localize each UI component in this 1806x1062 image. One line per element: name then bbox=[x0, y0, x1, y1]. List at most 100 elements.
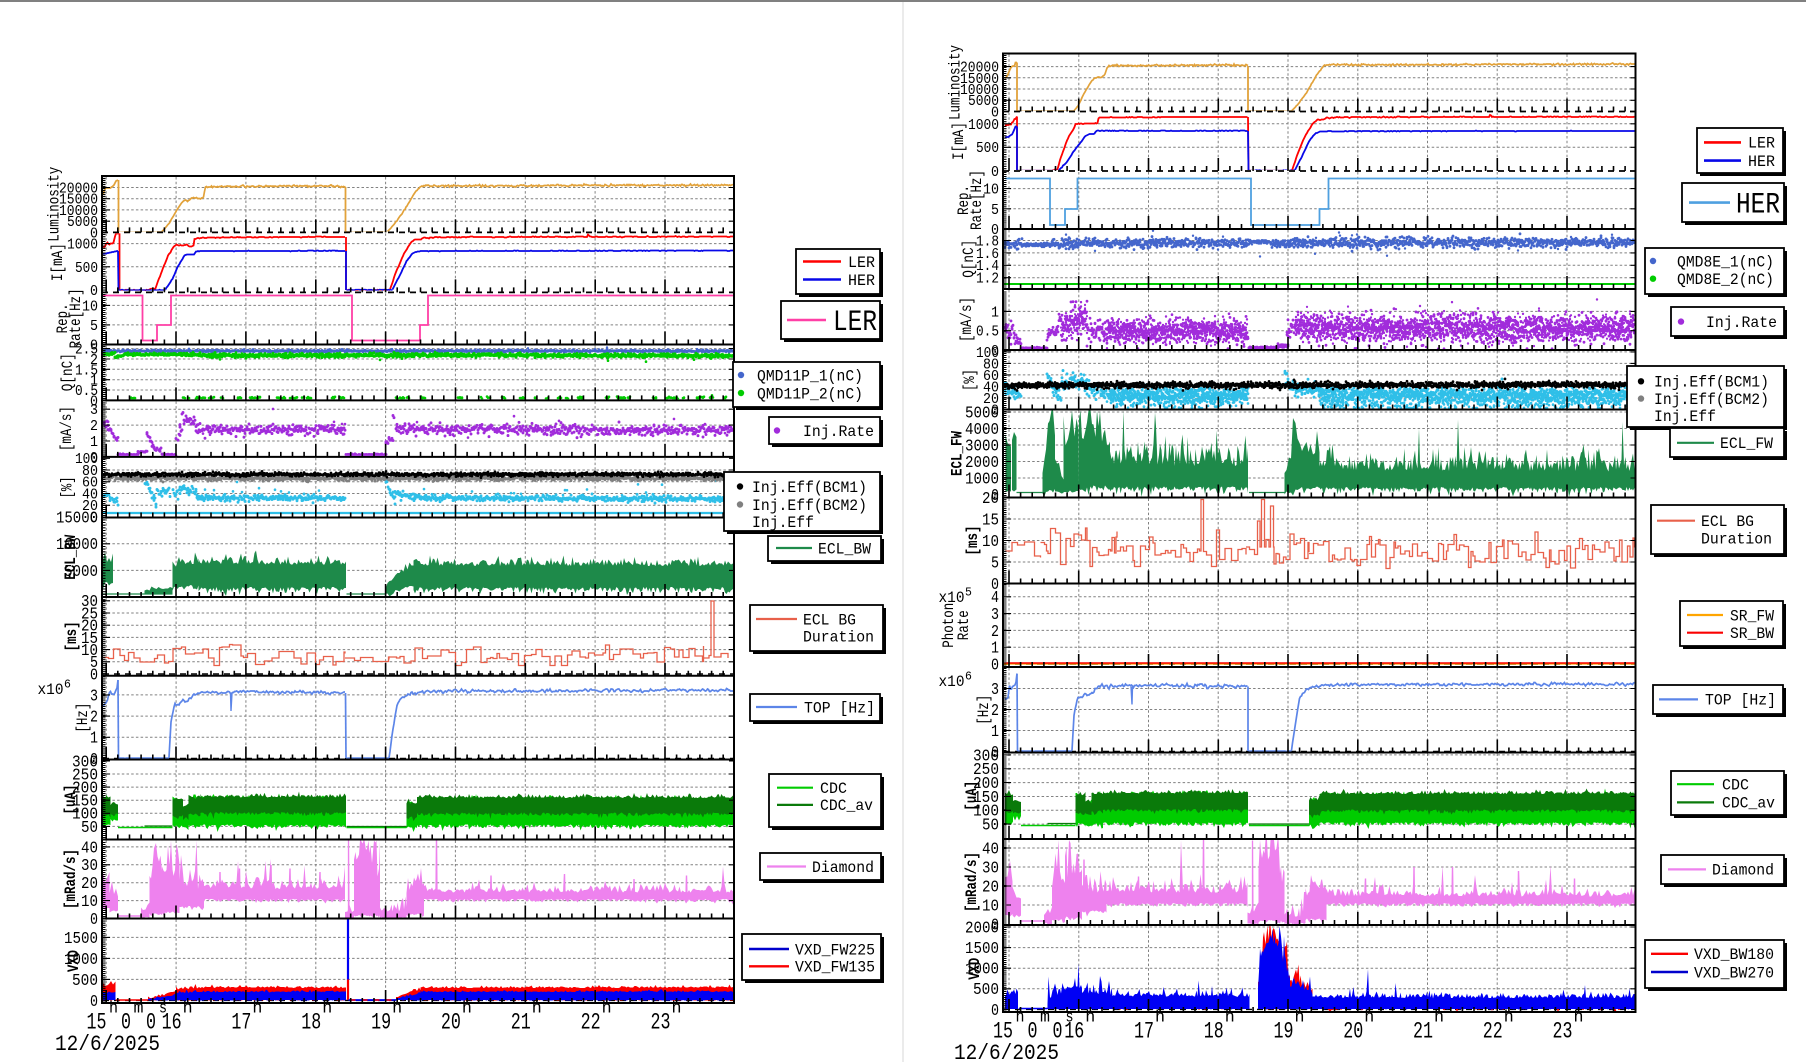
svg-text:m: m bbox=[1040, 1009, 1050, 1028]
svg-text:10000: 10000 bbox=[960, 82, 999, 99]
svg-text:[Hz]: [Hz] bbox=[975, 695, 993, 725]
svg-text:30: 30 bbox=[982, 858, 999, 877]
svg-text:h: h bbox=[1085, 1009, 1095, 1028]
svg-text:QMD8E_1(nC): QMD8E_1(nC) bbox=[1677, 253, 1774, 271]
svg-text:16: 16 bbox=[1064, 1019, 1084, 1045]
svg-text:0: 0 bbox=[991, 915, 999, 934]
svg-text:3: 3 bbox=[90, 402, 98, 419]
svg-text:500: 500 bbox=[75, 260, 98, 277]
svg-text:6: 6 bbox=[64, 679, 71, 692]
svg-text:0: 0 bbox=[991, 655, 999, 674]
svg-text:3: 3 bbox=[991, 605, 999, 624]
svg-text:CDC: CDC bbox=[820, 780, 847, 798]
svg-text:5: 5 bbox=[991, 553, 999, 572]
svg-text:Inj.Eff(BCM2): Inj.Eff(BCM2) bbox=[752, 497, 867, 515]
svg-text:20000: 20000 bbox=[59, 180, 98, 197]
svg-text:x10: x10 bbox=[939, 673, 965, 691]
svg-text:250: 250 bbox=[72, 765, 98, 784]
svg-text:Rep.: Rep. bbox=[54, 303, 72, 333]
svg-text:0: 0 bbox=[90, 510, 98, 527]
svg-text:500: 500 bbox=[973, 980, 999, 999]
svg-text:Rep.: Rep. bbox=[955, 185, 973, 215]
svg-text:2000: 2000 bbox=[965, 918, 999, 937]
svg-text:5: 5 bbox=[965, 587, 972, 600]
svg-text:LER: LER bbox=[833, 306, 877, 340]
svg-text:[mRad/s]: [mRad/s] bbox=[963, 852, 981, 912]
svg-text:1.5: 1.5 bbox=[75, 362, 98, 379]
svg-text:4000: 4000 bbox=[965, 420, 999, 439]
svg-text:TOP [Hz]: TOP [Hz] bbox=[1705, 692, 1776, 710]
svg-text:100: 100 bbox=[75, 451, 98, 468]
svg-text:1: 1 bbox=[90, 434, 98, 451]
svg-text:h: h bbox=[183, 1000, 193, 1019]
svg-text:15: 15 bbox=[81, 629, 98, 648]
svg-text:0: 0 bbox=[991, 222, 999, 239]
svg-text:h: h bbox=[672, 1000, 682, 1019]
svg-text:250: 250 bbox=[973, 760, 999, 779]
svg-text:h: h bbox=[1504, 1009, 1514, 1028]
svg-text:12/6/2025: 12/6/2025 bbox=[954, 1041, 1059, 1062]
svg-text:1: 1 bbox=[90, 729, 98, 748]
svg-text:17: 17 bbox=[1134, 1019, 1154, 1045]
svg-text:0: 0 bbox=[90, 337, 98, 354]
svg-text:CDC_av: CDC_av bbox=[1722, 795, 1775, 813]
svg-text:21: 21 bbox=[511, 1010, 531, 1036]
svg-text:[uA]: [uA] bbox=[62, 785, 80, 815]
svg-text:10: 10 bbox=[81, 641, 98, 660]
svg-text:h: h bbox=[1364, 1009, 1374, 1028]
svg-text:1500: 1500 bbox=[965, 939, 999, 958]
svg-text:1.8: 1.8 bbox=[976, 233, 999, 250]
svg-text:0: 0 bbox=[90, 393, 98, 410]
svg-text:10: 10 bbox=[81, 892, 98, 911]
svg-text:19: 19 bbox=[1274, 1019, 1294, 1045]
svg-text:40: 40 bbox=[982, 839, 999, 858]
svg-text:HER: HER bbox=[848, 272, 875, 290]
svg-text:0: 0 bbox=[991, 743, 999, 762]
svg-text:150: 150 bbox=[973, 788, 999, 807]
svg-text:[%]: [%] bbox=[961, 369, 979, 391]
svg-text:SR_BW: SR_BW bbox=[1730, 625, 1774, 643]
svg-text:1: 1 bbox=[991, 722, 999, 741]
svg-text:0: 0 bbox=[90, 225, 98, 242]
svg-text:23: 23 bbox=[651, 1010, 671, 1036]
svg-text:5: 5 bbox=[90, 653, 98, 672]
svg-text:ECL BG: ECL BG bbox=[1701, 513, 1754, 531]
svg-text:CDC: CDC bbox=[1722, 777, 1749, 795]
svg-text:[uA]: [uA] bbox=[963, 781, 981, 811]
svg-text:18: 18 bbox=[1204, 1019, 1224, 1045]
svg-text:h: h bbox=[109, 1000, 118, 1019]
svg-text:x10: x10 bbox=[38, 681, 64, 699]
svg-text:h: h bbox=[602, 1000, 612, 1019]
svg-text:10: 10 bbox=[983, 182, 999, 199]
svg-text:Diamond: Diamond bbox=[812, 859, 874, 877]
svg-text:5: 5 bbox=[991, 202, 999, 219]
svg-text:VXD: VXD bbox=[966, 958, 984, 980]
svg-text:0: 0 bbox=[90, 665, 98, 684]
svg-text:0: 0 bbox=[90, 283, 98, 300]
svg-text:LER: LER bbox=[848, 254, 875, 272]
svg-text:TOP [Hz]: TOP [Hz] bbox=[804, 699, 875, 717]
svg-text:0: 0 bbox=[90, 450, 98, 467]
svg-text:5000: 5000 bbox=[67, 214, 98, 231]
svg-text:[%]: [%] bbox=[59, 476, 77, 498]
svg-text:19: 19 bbox=[371, 1010, 391, 1036]
svg-text:18: 18 bbox=[301, 1010, 321, 1036]
svg-text:15: 15 bbox=[982, 510, 999, 529]
svg-text:Inj.Rate: Inj.Rate bbox=[1706, 314, 1777, 332]
svg-text:SR_FW: SR_FW bbox=[1730, 607, 1774, 625]
svg-text:h: h bbox=[1434, 1009, 1444, 1028]
svg-text:Rate[Hz]: Rate[Hz] bbox=[968, 170, 986, 230]
svg-text:15000: 15000 bbox=[56, 509, 98, 528]
svg-text:10000: 10000 bbox=[59, 203, 98, 220]
svg-text:0: 0 bbox=[1028, 1019, 1038, 1045]
svg-text:15000: 15000 bbox=[960, 71, 999, 88]
svg-text:h: h bbox=[1574, 1009, 1584, 1028]
svg-text:Diamond: Diamond bbox=[1712, 862, 1774, 880]
svg-text:16: 16 bbox=[162, 1010, 182, 1036]
svg-text:2: 2 bbox=[90, 418, 98, 435]
svg-text:20: 20 bbox=[982, 489, 999, 508]
svg-text:[mRad/s]: [mRad/s] bbox=[62, 849, 80, 909]
svg-text:40: 40 bbox=[82, 487, 98, 504]
svg-text:20: 20 bbox=[983, 391, 999, 408]
svg-text:m: m bbox=[134, 1000, 144, 1019]
